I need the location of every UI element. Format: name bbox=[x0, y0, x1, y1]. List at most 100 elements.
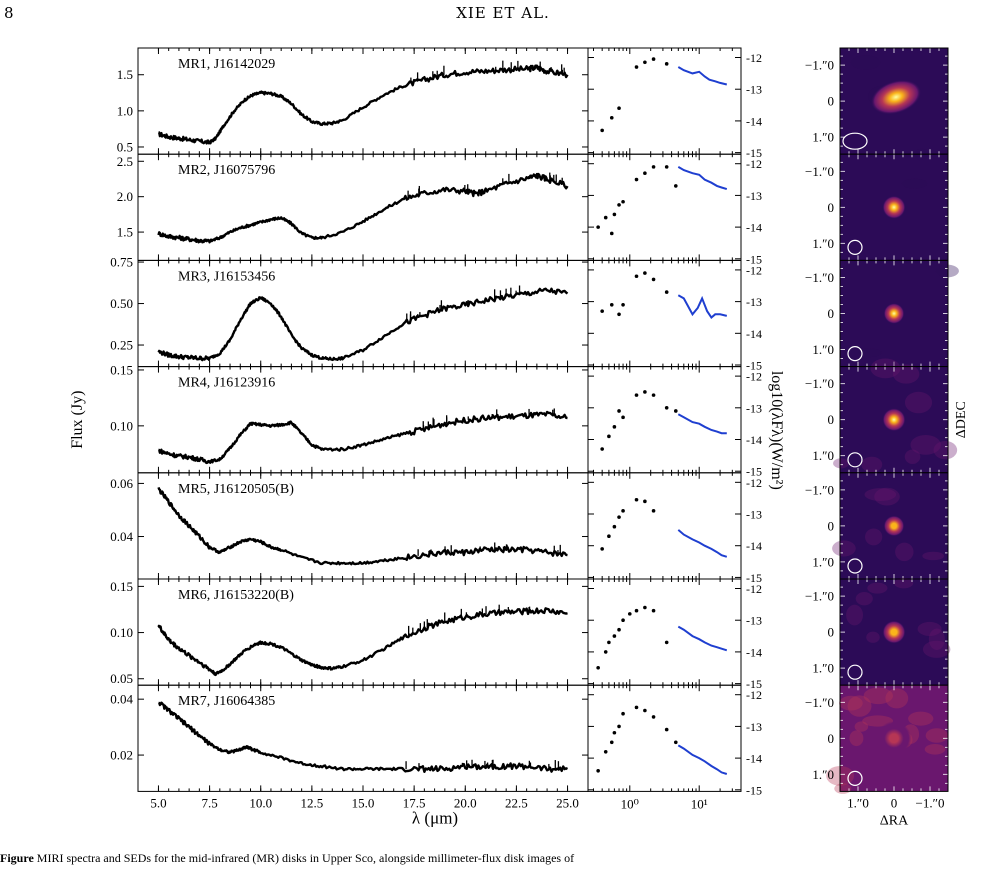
spectrum-line-6 bbox=[157, 607, 568, 677]
sed-point bbox=[600, 309, 604, 313]
image-y-tick-label: 1.″0 bbox=[812, 554, 834, 569]
x-tick-label: 20.0 bbox=[454, 795, 477, 810]
sed-panel-7: -12 -13 -14 -15 10⁰ 10¹ bbox=[587, 684, 762, 811]
y-axis-label: Flux (Jy) bbox=[69, 391, 86, 449]
spectrum-label-7: MR7, J16064385 bbox=[178, 694, 275, 709]
image-y-tick-label: 0 bbox=[828, 200, 835, 215]
image-noise bbox=[849, 730, 864, 747]
image-noise bbox=[925, 728, 948, 743]
source-emission-6 bbox=[882, 620, 906, 644]
sed-point bbox=[643, 271, 647, 275]
image-y-tick-label: 1.″0 bbox=[812, 130, 834, 145]
y-tick-label: 0.10 bbox=[110, 625, 133, 640]
figure-caption: Figure MIRI spectra and SEDs for the mid… bbox=[0, 851, 1006, 866]
x-tick-label: 15.0 bbox=[352, 795, 375, 810]
image-y-tick-label: −1.″0 bbox=[805, 164, 834, 179]
sed-point bbox=[651, 393, 656, 397]
sed-panel-2: -12 -13 -14 -15 bbox=[587, 153, 762, 266]
sed-point bbox=[664, 727, 669, 732]
image-noise bbox=[895, 542, 914, 562]
x-tick-label: 12.5 bbox=[300, 795, 323, 810]
sed-irs-line bbox=[677, 294, 728, 319]
beam-ellipse bbox=[847, 239, 863, 255]
image-panel-1: −1.″0 0 1.″0 bbox=[805, 47, 949, 155]
image-y-tick-label: −1.″0 bbox=[805, 695, 834, 710]
beam-ellipse bbox=[847, 558, 863, 574]
sed-point bbox=[651, 277, 656, 282]
sed-point bbox=[664, 290, 669, 294]
image-noise bbox=[901, 178, 928, 189]
sed-point bbox=[609, 302, 614, 307]
sed-point bbox=[607, 534, 611, 539]
sed-point bbox=[612, 730, 617, 735]
image-noise bbox=[865, 528, 883, 546]
image-y-tick-label: 0 bbox=[828, 306, 835, 321]
sed-y-tick-label: -15 bbox=[746, 252, 762, 266]
sed-irs-line bbox=[677, 166, 728, 191]
sed-point bbox=[607, 434, 611, 439]
sed-y-tick-label: -12 bbox=[746, 582, 762, 596]
spectrum-label-6: MR6, J16153220(B) bbox=[178, 588, 294, 603]
sed-point bbox=[621, 199, 625, 204]
image-noise bbox=[885, 688, 909, 709]
sed-point bbox=[617, 515, 621, 519]
image-y-tick-label: 1.″0 bbox=[812, 767, 834, 782]
sed-point bbox=[634, 177, 639, 182]
sed-irs-line bbox=[677, 66, 728, 86]
spectrum-line-1 bbox=[157, 64, 569, 145]
x-tick-label: 22.5 bbox=[505, 795, 528, 810]
sed-point bbox=[673, 740, 678, 745]
sed-point bbox=[612, 425, 617, 429]
image-noise bbox=[850, 55, 881, 70]
sed-panel-4: -12 -13 -14 -15 bbox=[587, 366, 762, 479]
sed-point bbox=[634, 393, 639, 397]
image-noise bbox=[922, 640, 951, 658]
beam-ellipse bbox=[847, 452, 863, 468]
y-tick-label: 0.05 bbox=[110, 671, 133, 686]
sed-frame bbox=[587, 153, 742, 261]
image-y-tick-label: 0 bbox=[828, 94, 835, 109]
image-noise bbox=[917, 621, 942, 636]
y-tick-label: 0.04 bbox=[110, 692, 133, 707]
y-tick-label: 0.15 bbox=[110, 362, 133, 377]
sed-point bbox=[603, 650, 608, 654]
image-x-axis-label: ΔRA bbox=[880, 813, 909, 828]
sed-panel-3: -12 -13 -14 -15 bbox=[587, 259, 762, 373]
y-tick-label: 0.15 bbox=[110, 579, 133, 594]
image-noise bbox=[928, 628, 945, 650]
sed-point bbox=[596, 225, 600, 229]
y-tick-label: 0.04 bbox=[110, 529, 133, 544]
image-x-tick-label: −1.″0 bbox=[916, 795, 945, 810]
y-tick-label: 0.06 bbox=[110, 476, 133, 491]
spectrum-label-2: MR2, J16075796 bbox=[178, 163, 275, 178]
image-panel-3: −1.″0 0 1.″0 bbox=[805, 259, 959, 368]
image-noise bbox=[870, 358, 901, 379]
sed-y-tick-label: -13 bbox=[746, 614, 762, 628]
sed-y-tick-label: -14 bbox=[746, 221, 762, 235]
image-noise bbox=[863, 687, 894, 705]
beam-ellipse bbox=[847, 770, 863, 787]
source-emission-7 bbox=[876, 721, 912, 756]
source-emission-1 bbox=[870, 79, 922, 115]
sed-point bbox=[603, 215, 608, 220]
spectrum-panel-5: 0.04 0.06 MR5, J16120505(B) bbox=[110, 472, 589, 580]
image-panel: −1.″0 0 1.″0 −1.″0 0 1.″0 −1.″0 0 1.″0 −1.″0 0 1.″0… bbox=[805, 47, 969, 828]
image-x-tick-label: 1.″0 bbox=[847, 795, 869, 810]
sed-point bbox=[596, 665, 600, 670]
y-tick-label: 0.75 bbox=[110, 255, 133, 270]
spectrum-panel-4: 0.10 0.15 MR4, J16123916 bbox=[110, 362, 589, 474]
sed-point bbox=[617, 203, 621, 207]
sed-point bbox=[617, 627, 621, 632]
image-noise bbox=[892, 364, 920, 384]
beam-ellipse bbox=[847, 664, 863, 680]
y-tick-label: 0.50 bbox=[110, 296, 133, 311]
x-axis-label: λ (μm) bbox=[412, 808, 458, 827]
sed-point bbox=[634, 65, 639, 69]
running-title: XIE ET AL. bbox=[456, 4, 550, 22]
y-tick-label: 2.0 bbox=[117, 189, 133, 204]
y-tick-label: 1.5 bbox=[117, 67, 133, 82]
sed-point bbox=[634, 608, 639, 613]
image-y-tick-label: 0 bbox=[828, 731, 835, 746]
sed-point bbox=[621, 509, 625, 513]
spectra-panel: 0.5 1.0 1.5 MR1, J16142029 1.5 2.0 2.5 MR2, J16… bbox=[69, 47, 589, 827]
